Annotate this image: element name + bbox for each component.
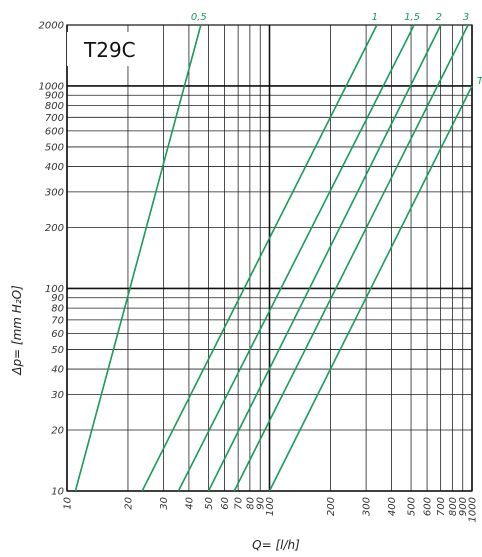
- y-tick-label: 30: [51, 390, 64, 401]
- y-axis-title: Δp= [mm H₂O]: [10, 285, 24, 376]
- x-tick-label: 60: [220, 497, 231, 510]
- x-tick-label: 900: [458, 497, 469, 516]
- chart-title: T29C: [83, 38, 136, 62]
- y-tick-label: 20: [51, 426, 64, 437]
- y-tick-label: 400: [45, 162, 64, 173]
- y-tick-label: 90: [51, 293, 64, 304]
- x-tick-label: 40: [184, 497, 195, 510]
- x-tick-label: 500: [407, 497, 418, 516]
- series-line: [177, 24, 415, 492]
- series-label: T: [477, 76, 482, 87]
- y-tick-label: 2000: [39, 21, 64, 32]
- x-tick-label: 700: [436, 497, 447, 516]
- series-labels: 0,5 1 1,5 2 3 T: [191, 12, 482, 87]
- x-tick-label: 200: [326, 497, 337, 516]
- series-line: [74, 24, 202, 492]
- x-tick-label: 50: [204, 497, 215, 510]
- series-label: 1: [372, 12, 378, 23]
- y-tick-label: 200: [45, 223, 64, 234]
- series-label: 2: [436, 12, 442, 23]
- y-tick-label: 80: [51, 304, 64, 315]
- series-line: [141, 24, 378, 492]
- x-tick-label: 20: [123, 497, 134, 510]
- x-tick-label: 1000: [468, 497, 479, 522]
- x-tick-label: 70: [234, 497, 245, 510]
- x-tick-label: 10: [63, 497, 74, 510]
- y-tick-label: 300: [45, 187, 64, 198]
- series-label: 1,5: [404, 12, 420, 23]
- series-line: [268, 85, 473, 492]
- y-tick-label: 900: [45, 91, 64, 102]
- y-tick-label: 1000: [39, 81, 64, 92]
- y-tick-label: 60: [51, 329, 64, 340]
- x-tick-label: 400: [387, 497, 398, 516]
- series-line: [233, 24, 469, 492]
- y-tick-label: 10: [51, 487, 64, 498]
- x-tick-label: 300: [362, 497, 373, 516]
- y-tick-label: 50: [51, 345, 64, 356]
- y-tick-label: 800: [45, 101, 64, 112]
- y-tick-label: 700: [45, 113, 64, 124]
- x-axis-title: Q= [l/h]: [252, 538, 300, 552]
- series-label: 3: [463, 12, 469, 23]
- y-tick-label: 500: [45, 142, 64, 153]
- chart-title-box: T29C: [67, 32, 147, 66]
- x-tick-label: 90: [256, 497, 267, 510]
- x-tick-label: 80: [245, 497, 256, 510]
- series-label: 0,5: [191, 12, 207, 23]
- x-tick-label: 30: [159, 497, 170, 510]
- y-tick-label: 100: [45, 284, 64, 295]
- y-tick-label: 70: [51, 315, 64, 326]
- series-lines: [74, 24, 473, 492]
- y-tick-label: 600: [45, 126, 64, 137]
- x-tick-label: 800: [448, 497, 459, 516]
- x-tick-label: 600: [423, 497, 434, 516]
- series-line: [207, 24, 442, 492]
- x-tick-label: 100: [265, 497, 276, 516]
- y-tick-label: 40: [51, 365, 64, 376]
